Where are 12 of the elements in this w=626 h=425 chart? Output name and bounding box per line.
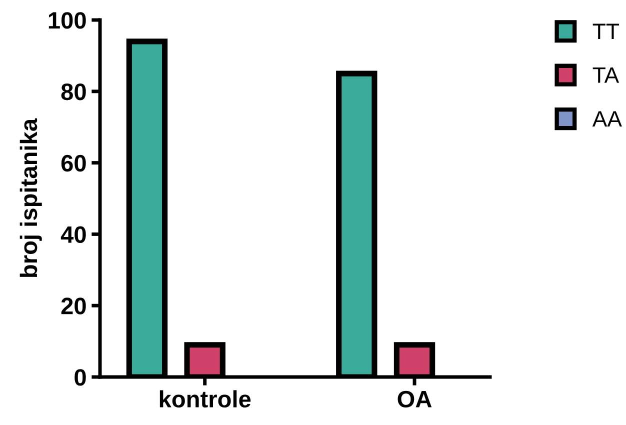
legend-label: TA [592,67,620,83]
x-tick-label: OA [398,390,432,408]
y-tick-label: 0 [74,369,86,386]
y-tick-label: 100 [48,12,86,29]
y-tick-label: 20 [61,298,86,314]
y-tick-label: 80 [61,83,86,100]
y-axis-title: broj ispitanika [20,118,42,277]
x-tick-label: kontrole [160,390,251,408]
y-tick-label: 60 [61,154,86,172]
legend-label: TT [592,24,619,40]
y-tick-label: 40 [60,226,86,243]
legend-label: AA [592,111,622,126]
